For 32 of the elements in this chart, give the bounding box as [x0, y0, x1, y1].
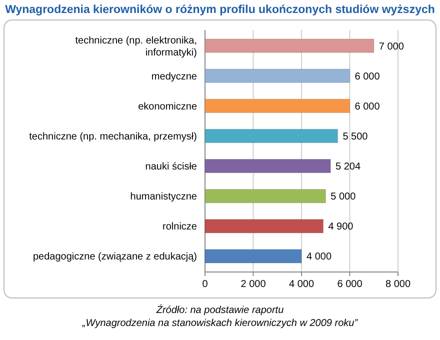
data-label: 7 000 — [378, 41, 404, 52]
x-tick-label: 2 000 — [240, 279, 266, 290]
data-label: 5 500 — [342, 131, 368, 142]
data-label: 4 000 — [306, 252, 332, 263]
y-tick-label: pedagogiczne (związane z edukacją) — [33, 252, 197, 263]
bar — [204, 159, 331, 174]
bar — [204, 219, 324, 234]
text: Źródło: na podstawie raportu — [155, 304, 284, 316]
data-label: 5 000 — [330, 192, 356, 203]
x-tick-label: 6 000 — [337, 279, 363, 290]
data-label: 6 000 — [354, 101, 380, 112]
data-label: 5 204 — [336, 162, 362, 173]
data-label: 6 000 — [354, 71, 380, 82]
y-tick-label: rolnicze — [162, 222, 198, 233]
bar — [204, 98, 350, 113]
y-tick-label: ekonomiczne — [138, 101, 198, 112]
bar — [204, 249, 302, 264]
y-tick-label: humanistyczne — [130, 192, 198, 203]
y-tick-label: techniczne (np. mechanika, przemysł) — [29, 131, 197, 142]
text: „Wynagrodzenia na stanowiskach kierowniczych w 2009 roku” — [81, 318, 358, 329]
y-tick-label: nauki ścisłe — [145, 162, 198, 173]
data-label: 4 900 — [328, 222, 354, 233]
chart-title: Wynagrodzenia kierowników o różnym profilu ukończonych studiów wyższych — [5, 4, 435, 16]
bar — [204, 68, 350, 83]
y-tick-label: medyczne — [151, 71, 198, 82]
x-tick-label: 8 000 — [385, 279, 411, 290]
x-tick-label: 4 000 — [288, 279, 314, 290]
bar — [204, 189, 326, 204]
y-tick-label: techniczne (np. elektronika, informatyki) — [75, 35, 197, 58]
x-tick-label: 0 — [202, 279, 208, 290]
bar — [204, 128, 338, 143]
bar — [204, 38, 374, 53]
